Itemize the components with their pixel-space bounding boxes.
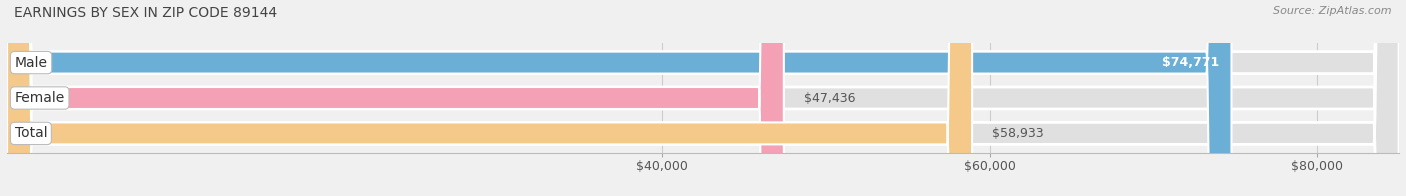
- FancyBboxPatch shape: [7, 0, 1399, 196]
- FancyBboxPatch shape: [7, 0, 1399, 196]
- Text: $74,771: $74,771: [1161, 56, 1219, 69]
- Text: Source: ZipAtlas.com: Source: ZipAtlas.com: [1274, 6, 1392, 16]
- FancyBboxPatch shape: [7, 0, 783, 196]
- FancyBboxPatch shape: [7, 0, 1232, 196]
- FancyBboxPatch shape: [7, 0, 972, 196]
- Text: Male: Male: [14, 56, 48, 70]
- Text: Total: Total: [14, 126, 48, 140]
- Text: EARNINGS BY SEX IN ZIP CODE 89144: EARNINGS BY SEX IN ZIP CODE 89144: [14, 6, 277, 20]
- FancyBboxPatch shape: [7, 0, 1399, 196]
- Text: $47,436: $47,436: [804, 92, 855, 104]
- Text: Female: Female: [14, 91, 65, 105]
- Text: $58,933: $58,933: [993, 127, 1043, 140]
